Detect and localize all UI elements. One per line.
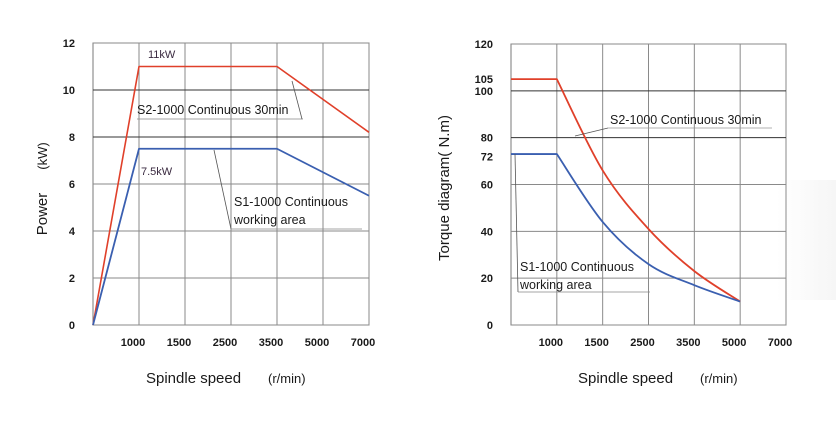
power-x-tick-label: 2500 (213, 337, 237, 349)
power-x-tick-label: 1500 (167, 337, 191, 349)
power-y-ticks: 0 2 4 6 8 10 12 (63, 38, 76, 332)
power-s2-leader-line (291, 80, 303, 120)
torque-y-tick-label: 0 (487, 320, 493, 332)
power-y-tick-label: 4 (69, 226, 76, 238)
power-s1-leader-line (213, 149, 232, 230)
power-y-axis-title: Power (kW) (34, 142, 51, 235)
power-y-unit: (kW) (35, 142, 50, 169)
torque-s2-leader-line (574, 127, 609, 137)
torque-y-tick-label: 60 (481, 180, 493, 192)
power-x-tick-label: 5000 (305, 337, 329, 349)
torque-y-tick-label: 72 (481, 151, 493, 163)
torque-series-s1-line (511, 153, 741, 303)
power-annotation-s1-line2: working area (233, 213, 306, 227)
torque-x-tick-label: 7000 (768, 337, 792, 349)
torque-y-tick-label: 20 (481, 273, 493, 285)
torque-x-unit: (r/min) (700, 371, 738, 386)
power-series-s1-line (92, 147, 370, 326)
torque-grid (510, 43, 787, 326)
power-y-tick-label: 6 (69, 179, 75, 191)
torque-y-tick-label: 120 (475, 39, 493, 51)
power-x-label: Spindle speed (146, 370, 241, 387)
torque-series (511, 78, 741, 303)
torque-annotation-s2: S2-1000 Continuous 30min (610, 113, 762, 127)
power-x-unit: (r/min) (268, 371, 306, 386)
power-series-s2-line (92, 65, 370, 326)
power-series (92, 65, 370, 326)
power-annotation-s2: S2-1000 Continuous 30min (137, 103, 289, 117)
power-y-tick-label: 0 (69, 320, 75, 332)
power-annotation-s1-line1: S1-1000 Continuous (234, 195, 348, 209)
power-x-tick-label: 3500 (259, 337, 283, 349)
torque-y-tick-label: 105 (475, 74, 493, 86)
torque-s1-leader-line (514, 153, 519, 293)
torque-x-tick-label: 1000 (539, 337, 563, 349)
power-y-tick-label: 12 (63, 38, 75, 50)
power-annotation-7-5kw: 7.5kW (141, 166, 173, 178)
power-x-tick-label: 1000 (121, 337, 145, 349)
torque-x-ticks: 1000 1500 2500 3500 5000 7000 (539, 337, 793, 349)
torque-series-s2-line (511, 78, 741, 303)
torque-y-axis-title: Torque diagram( N.m) (436, 115, 453, 261)
torque-x-tick-label: 5000 (722, 337, 746, 349)
torque-x-tick-label: 2500 (630, 337, 654, 349)
torque-x-label: Spindle speed (578, 370, 673, 387)
power-y-tick-label: 8 (69, 132, 75, 144)
torque-y-tick-label: 100 (475, 86, 493, 98)
power-grid (92, 42, 370, 326)
torque-x-tick-label: 3500 (676, 337, 700, 349)
torque-y-tick-label: 80 (481, 133, 493, 145)
torque-annotation-s1-line1: S1-1000 Continuous (520, 260, 634, 274)
power-x-ticks: 1000 1500 2500 3500 5000 7000 (121, 337, 375, 349)
power-y-tick-label: 10 (63, 85, 75, 97)
torque-annotation-s1-line2: working area (519, 278, 592, 292)
power-annotation-11kw: 11kW (148, 49, 176, 61)
power-y-tick-label: 2 (69, 273, 75, 285)
torque-x-tick-label: 1500 (584, 337, 608, 349)
power-y-label: Power (34, 193, 51, 236)
torque-y-tick-label: 40 (481, 226, 493, 238)
power-x-tick-label: 7000 (351, 337, 375, 349)
torque-y-label: Torque diagram( N.m) (436, 115, 453, 261)
